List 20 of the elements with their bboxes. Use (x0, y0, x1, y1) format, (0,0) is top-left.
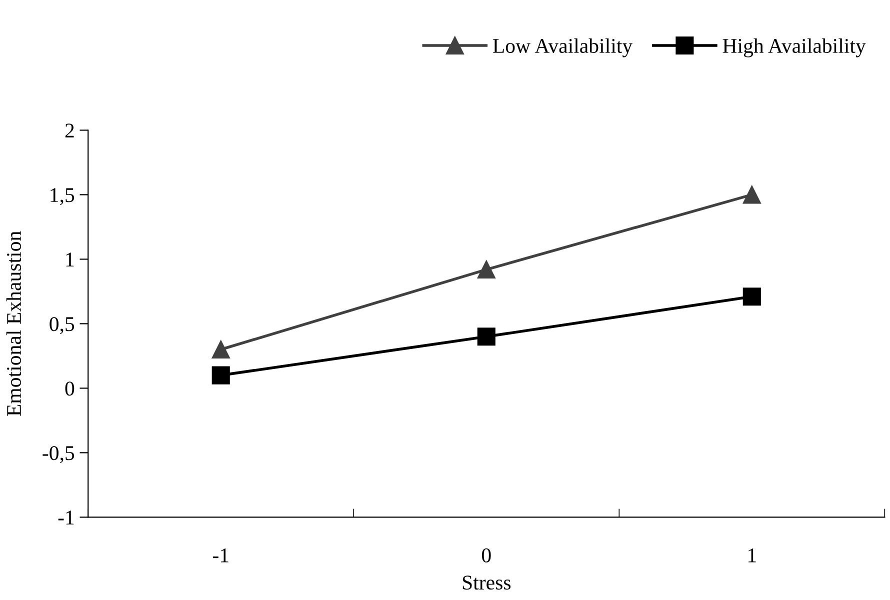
x-axis-title: Stress (462, 576, 511, 590)
point (742, 186, 761, 204)
point (742, 288, 761, 306)
y-tick-label: 0 (65, 382, 74, 396)
y-tick-label: 2 (65, 124, 74, 138)
x-tick-label: 0 (482, 548, 491, 562)
legend-label: High Availability (722, 38, 866, 58)
y-axis-title: Emotional Exhaustion (6, 231, 22, 416)
y-tick-label: 1,5 (50, 188, 74, 206)
y-tick-label: 1 (66, 252, 74, 266)
x-tick-label: -1 (212, 548, 228, 562)
y-tick-label: -0,5 (42, 446, 74, 464)
x-tick-label: 1 (748, 548, 756, 562)
point (477, 260, 496, 279)
y-tick-label: -1 (58, 510, 74, 524)
point (212, 366, 230, 384)
y-tick-label: 0,5 (50, 317, 74, 334)
point (477, 328, 496, 346)
legend-label: Low Availability (492, 38, 633, 58)
point (212, 340, 230, 359)
